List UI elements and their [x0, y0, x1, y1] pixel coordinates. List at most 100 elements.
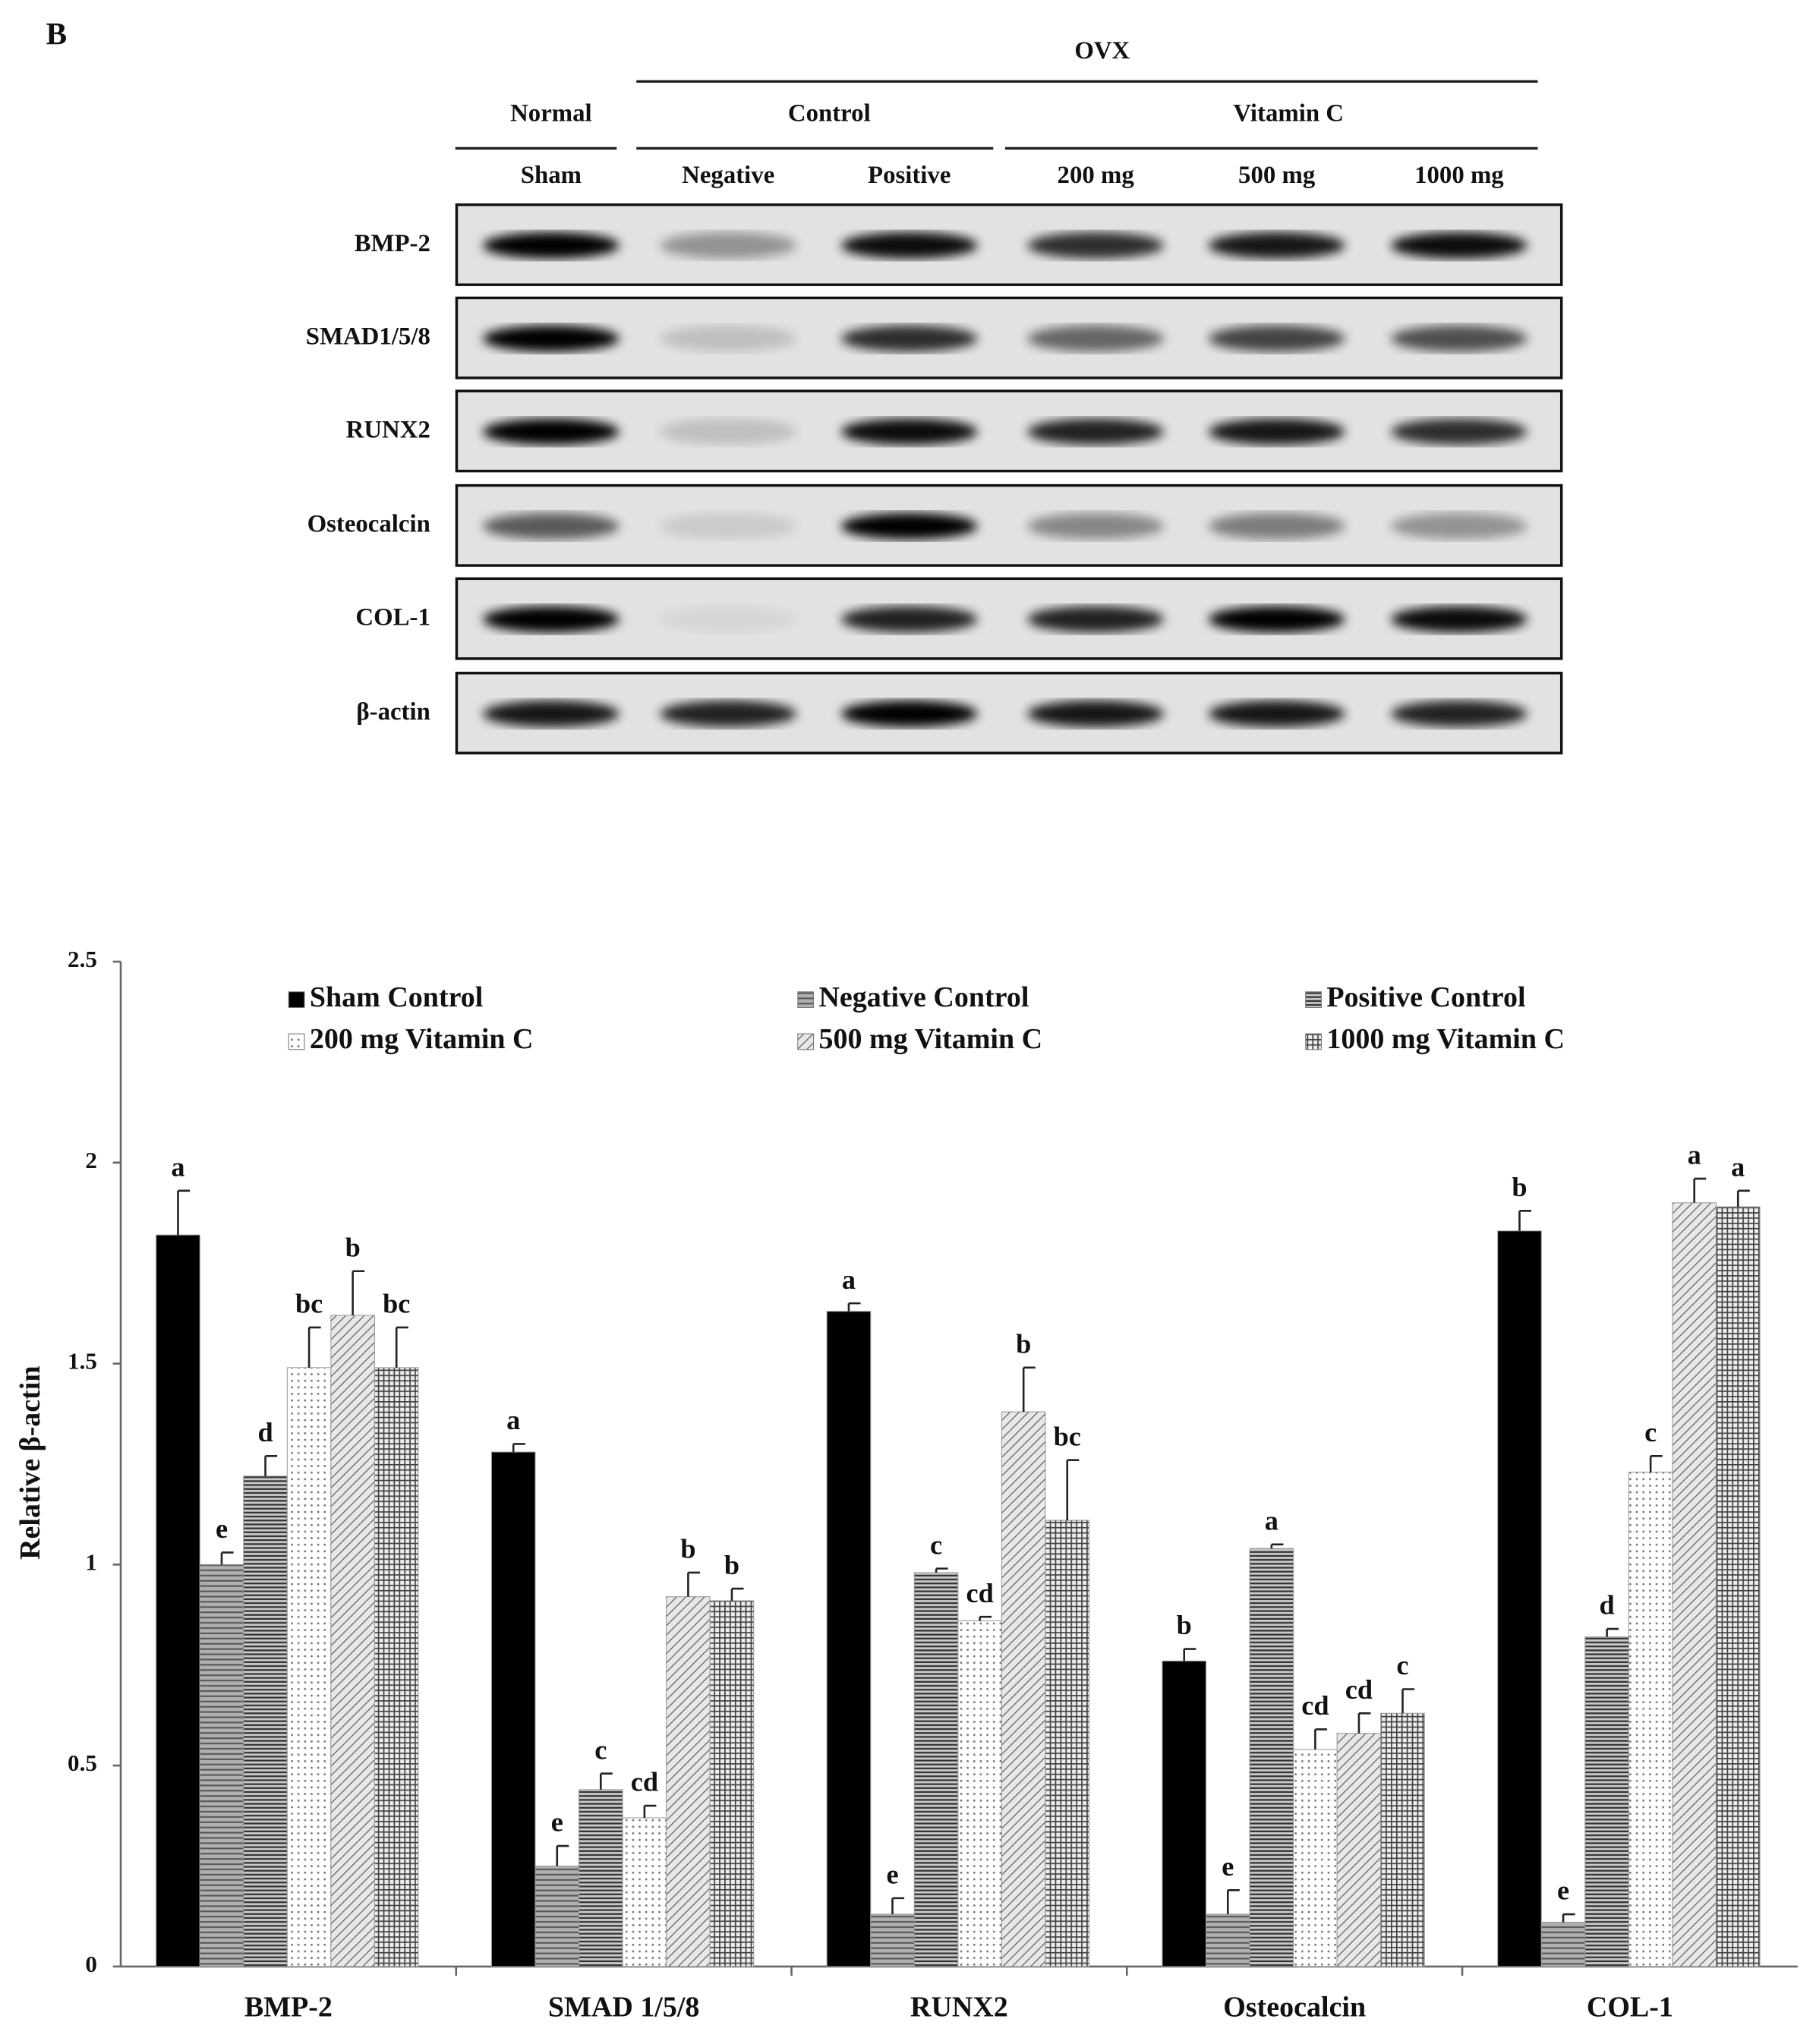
legend-label: Negative Control — [818, 981, 1029, 1013]
error-bar — [1693, 1177, 1707, 1203]
legend-label: Sham Control — [310, 981, 483, 1013]
lane-label: 200 mg — [1058, 162, 1135, 189]
error-bar — [1401, 1688, 1415, 1714]
blot-row — [455, 296, 1563, 380]
error-bar — [1183, 1648, 1196, 1661]
bar — [1249, 1548, 1294, 1967]
band — [840, 418, 978, 446]
significance-letter: cd — [1345, 1674, 1373, 1705]
bar — [913, 1572, 959, 1967]
lane-label: 1000 mg — [1414, 162, 1504, 189]
significance-letter: bc — [1054, 1421, 1081, 1451]
bar — [709, 1600, 755, 1967]
error-bar — [1606, 1627, 1619, 1637]
lane-label: Negative — [682, 162, 774, 189]
y-tick-label: 0.5 — [68, 1750, 97, 1776]
bar — [870, 1913, 915, 1967]
row-label: SMAD1/5/8 — [306, 323, 430, 351]
band — [1027, 232, 1165, 259]
significance-letter: a — [1731, 1152, 1745, 1183]
legend-label: 200 mg Vitamin C — [310, 1023, 534, 1055]
bar — [1293, 1749, 1338, 1967]
band — [1208, 606, 1345, 633]
significance-letter: b — [724, 1550, 739, 1580]
band — [1208, 418, 1345, 446]
band — [1208, 512, 1345, 540]
significance-letter: a — [842, 1265, 856, 1295]
band — [1027, 512, 1165, 540]
legend-swatch — [797, 991, 815, 1009]
bar — [1628, 1472, 1673, 1967]
bar — [286, 1367, 332, 1967]
band — [483, 701, 620, 727]
group-label: Normal — [510, 100, 592, 128]
significance-letter: a — [1265, 1506, 1278, 1536]
error-bar — [1226, 1888, 1240, 1915]
group-label: Vitamin C — [1233, 100, 1344, 128]
band — [1391, 701, 1528, 727]
significance-letter: cd — [966, 1578, 993, 1608]
significance-letter: c — [1396, 1650, 1408, 1680]
y-tick-label: 2.5 — [68, 946, 97, 972]
error-bar — [220, 1551, 234, 1565]
error-bar — [600, 1772, 613, 1790]
significance-letter: e — [1557, 1876, 1569, 1906]
lane-label: 500 mg — [1238, 162, 1316, 189]
legend-label: 500 mg Vitamin C — [818, 1023, 1042, 1055]
significance-letter: b — [1512, 1172, 1527, 1202]
bar — [156, 1234, 200, 1967]
band — [1208, 701, 1345, 727]
y-tick-label: 2 — [85, 1147, 97, 1173]
band — [660, 418, 797, 446]
bar — [490, 1451, 536, 1967]
row-label: β-actin — [356, 698, 430, 726]
legend-swatch — [1305, 1033, 1322, 1050]
bar — [1336, 1733, 1382, 1967]
bar — [579, 1789, 623, 1967]
band — [1027, 606, 1165, 633]
band — [1391, 325, 1528, 352]
bar — [1380, 1712, 1425, 1967]
band — [483, 606, 620, 633]
error-bar — [556, 1844, 569, 1866]
significance-letter: c — [930, 1529, 942, 1560]
band — [840, 701, 978, 727]
significance-letter: b — [680, 1534, 695, 1564]
error-bar — [512, 1443, 525, 1453]
band — [840, 232, 978, 259]
western-blot: OVX Normal Control Vitamin C Sham Negativ… — [306, 37, 1563, 754]
bar — [826, 1311, 872, 1967]
error-bar — [395, 1326, 408, 1368]
group-label: Control — [788, 100, 871, 128]
significance-letter: e — [551, 1807, 563, 1838]
row-label: BMP-2 — [355, 230, 430, 257]
band — [483, 418, 620, 446]
bar — [534, 1865, 580, 1967]
band — [660, 701, 797, 727]
band — [660, 512, 797, 540]
error-bar — [730, 1587, 744, 1602]
bar — [1205, 1913, 1250, 1967]
significance-letter: bc — [295, 1289, 323, 1319]
band — [840, 512, 978, 540]
significance-letter: a — [506, 1405, 520, 1435]
band — [1208, 232, 1345, 259]
significance-letter: cd — [631, 1767, 658, 1797]
bar — [1584, 1636, 1629, 1967]
error-bar — [1022, 1366, 1036, 1413]
y-tick-label: 1.5 — [68, 1348, 97, 1375]
error-bar — [177, 1189, 191, 1236]
error-bar — [935, 1567, 948, 1573]
y-axis-label: Relative β-actin — [14, 1365, 46, 1559]
blot-row — [455, 483, 1563, 567]
error-bar — [687, 1571, 700, 1597]
band — [660, 606, 797, 633]
significance-letter: a — [1688, 1140, 1701, 1170]
bar — [957, 1620, 1002, 1967]
group-title: OVX — [1074, 37, 1130, 65]
error-bar — [307, 1326, 321, 1368]
x-tick-label: COL-1 — [1587, 1992, 1673, 2024]
row-label: RUNX2 — [346, 416, 430, 443]
legend-swatch — [1305, 991, 1322, 1009]
